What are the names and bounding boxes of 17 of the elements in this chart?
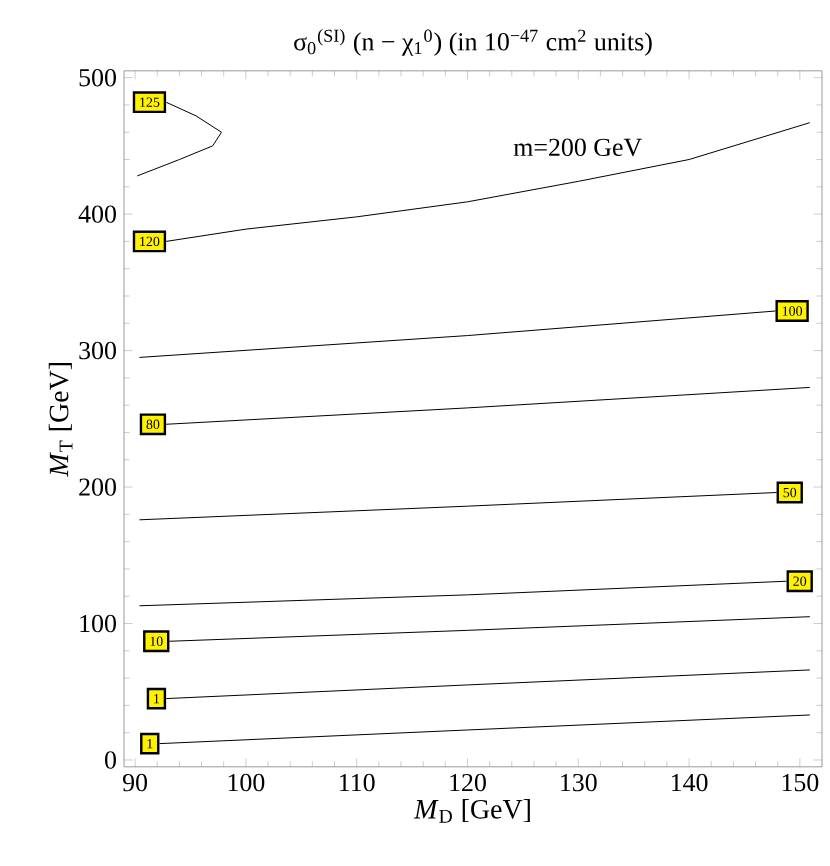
y-tick-label: 400 xyxy=(78,205,116,223)
x-tick-label: 140 xyxy=(671,773,708,792)
y-tick-label: 100 xyxy=(80,614,116,633)
chart-title: σ$_{0}$$^{(SI)}$ (n − χ$_{1}$$^{0}$) (in 10$^{−47}$ cm$^{2}$ units) xyxy=(294,29,652,56)
y-axis-title: M$_{T}$ [GeV] xyxy=(48,363,73,477)
x-tick-label: 90 xyxy=(122,773,148,792)
annotation: m=200 GeV xyxy=(513,138,642,157)
x-tick-label: 120 xyxy=(450,773,486,792)
y-tick-label: 500 xyxy=(79,68,116,87)
x-axis-title: M$_{D}$ [GeV] xyxy=(413,799,530,823)
x-tick-label: 130 xyxy=(561,773,597,792)
x-tick-label: 150 xyxy=(782,773,819,792)
y-tick-label: 200 xyxy=(79,478,116,496)
y-tick-label: 0 xyxy=(105,751,116,769)
y-tick-label: 300 xyxy=(79,341,116,360)
x-tick-label: 110 xyxy=(340,773,375,792)
x-tick-label: 100 xyxy=(228,773,265,792)
